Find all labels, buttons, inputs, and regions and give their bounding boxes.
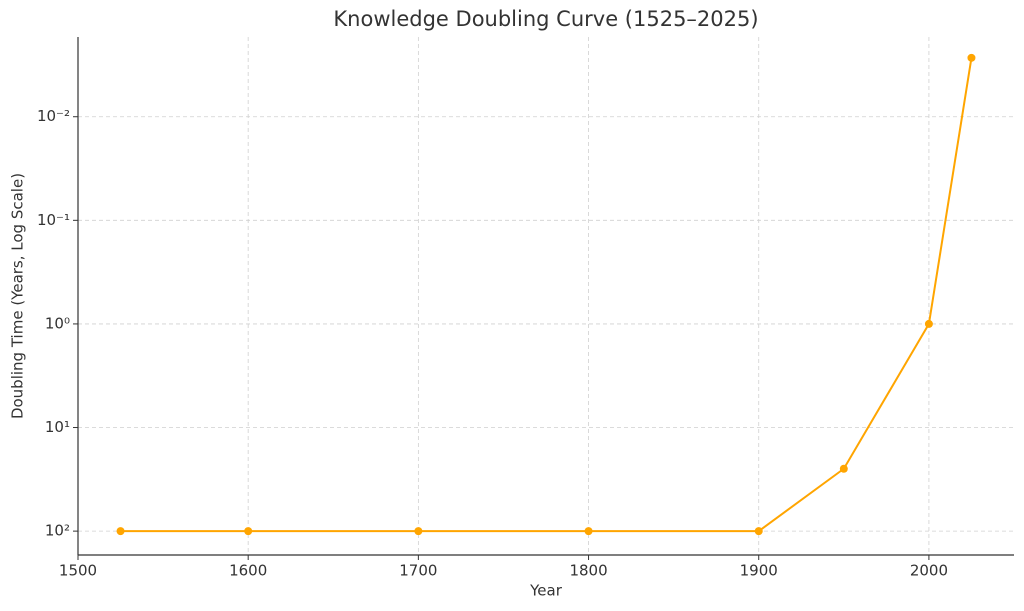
- chart-title: Knowledge Doubling Curve (1525–2025): [333, 7, 758, 31]
- point: [244, 527, 253, 536]
- point: [839, 464, 848, 473]
- line: [120, 57, 973, 533]
- point: [967, 53, 976, 62]
- point: [414, 527, 423, 536]
- x-tick-label: 2000: [910, 562, 948, 580]
- x-tick-label: 1500: [59, 562, 97, 580]
- y-tick-label: 10⁻²: [37, 107, 70, 125]
- point: [116, 527, 125, 536]
- x-tick-label: 1600: [229, 562, 267, 580]
- x-tick-label: 1700: [399, 562, 437, 580]
- x-axis-label: Year: [529, 582, 563, 600]
- y-tick-label: 10²: [45, 522, 70, 540]
- y-tick-label: 10⁻¹: [37, 211, 70, 229]
- x-tick-label: 1900: [740, 562, 778, 580]
- y-tick-label: 10⁰: [45, 314, 70, 332]
- point: [924, 319, 933, 328]
- point: [584, 527, 593, 536]
- y-axis-label: Doubling Time (Years, Log Scale): [9, 173, 27, 419]
- point: [754, 527, 763, 536]
- x-tick-label: 1800: [569, 562, 607, 580]
- y-tick-label: 10¹: [45, 418, 70, 436]
